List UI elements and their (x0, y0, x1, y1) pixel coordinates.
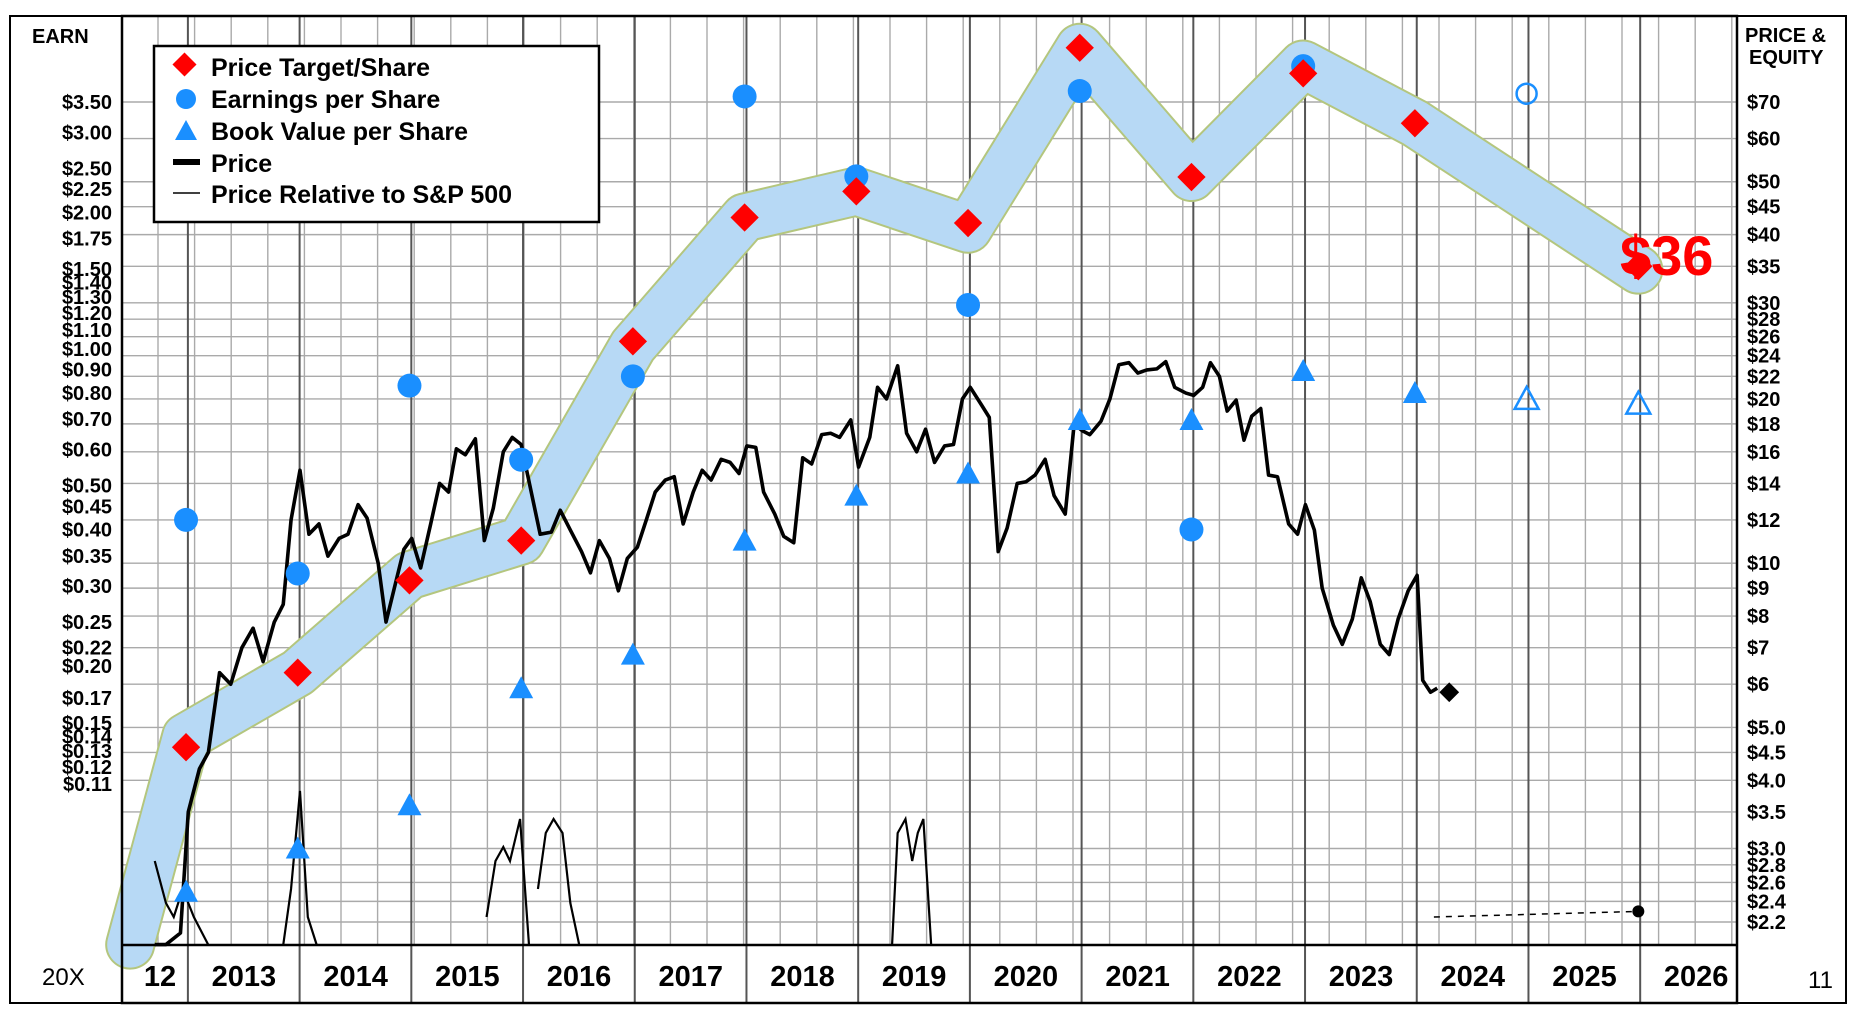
legend-label-book-value: Book Value per Share (211, 118, 468, 146)
year-label: 2016 (547, 961, 612, 993)
earn-tick-label: $0.20 (62, 656, 112, 678)
price-tick-label: $60 (1747, 129, 1780, 151)
price-tick-label: $2.2 (1747, 912, 1786, 934)
price-tick-label: $2.4 (1747, 891, 1787, 913)
price-tick-label: $24 (1747, 346, 1781, 368)
earn-tick-label: $0.90 (62, 360, 112, 382)
year-label: 2026 (1664, 961, 1729, 993)
earn-tick-label: $0.60 (62, 440, 112, 462)
price-tick-label: $70 (1747, 92, 1780, 114)
legend-label-eps: Earnings per Share (211, 86, 440, 114)
corner-label-right: 11 (1808, 967, 1833, 994)
year-label: 12 (144, 961, 176, 993)
eps-marker (509, 448, 533, 472)
price-tick-label: $45 (1747, 197, 1780, 219)
legend-label-target: Price Target/Share (211, 54, 430, 82)
earn-tick-label: $0.11 (63, 774, 112, 796)
eps-marker (733, 84, 757, 108)
chart-root: $3.50 $3.00 $2.50 $2.25 $2.00 $1.75 $1.50 $1.40… (0, 0, 1856, 1012)
price-tick-label: $18 (1747, 414, 1780, 436)
price-tick-label: $12 (1747, 510, 1780, 532)
earn-tick-label: $0.45 (62, 496, 112, 518)
earn-tick-label: $0.17 (62, 688, 112, 710)
earn-tick-label: $3.50 (62, 92, 112, 114)
earn-tick-label: $0.80 (62, 383, 112, 405)
year-label: 2023 (1329, 961, 1394, 993)
right-axis-title-line2: EQUITY (1749, 47, 1824, 69)
earn-tick-label: $0.40 (62, 520, 112, 542)
eps-marker (956, 293, 980, 317)
left-axis-title: EARN (32, 26, 89, 48)
year-label: 2014 (323, 961, 388, 993)
legend-label-price: Price (211, 150, 272, 178)
target-price-label: $36 (1620, 224, 1713, 287)
earn-tick-label: $1.75 (62, 229, 112, 251)
earn-tick-label: $0.30 (62, 576, 112, 598)
price-tick-label: $6 (1747, 674, 1769, 696)
year-label: 2024 (1440, 961, 1505, 993)
eps-marker (397, 374, 421, 398)
eps-marker (1179, 518, 1203, 542)
year-label: 2015 (435, 961, 500, 993)
eps-marker (174, 508, 198, 532)
price-tick-label: $9 (1747, 578, 1769, 600)
earn-tick-label: $0.35 (62, 546, 112, 568)
price-tick-label: $16 (1747, 442, 1780, 464)
price-tick-label: $50 (1747, 172, 1780, 194)
earn-tick-label: $3.00 (62, 122, 112, 144)
legend: Price Target/Share Earnings per Share Bo… (154, 46, 599, 222)
year-label: 2022 (1217, 961, 1282, 993)
price-tick-label: $8 (1747, 606, 1769, 628)
year-label: 2020 (994, 961, 1059, 993)
year-label: 2017 (658, 961, 723, 993)
eps-marker (1068, 79, 1092, 103)
price-tick-label: $7 (1747, 638, 1769, 660)
price-tick-label: $22 (1747, 366, 1780, 388)
eps-marker (621, 364, 645, 388)
price-tick-label: $35 (1747, 256, 1780, 278)
earn-tick-label: $1.00 (62, 339, 112, 361)
legend-circle-icon (176, 89, 196, 109)
earn-tick-label: $2.00 (62, 202, 112, 224)
price-tick-label: $5.0 (1747, 717, 1786, 739)
price-tick-label: $14 (1747, 473, 1781, 495)
price-tick-label: $4.5 (1747, 742, 1786, 764)
corner-label-left: 20X (42, 964, 85, 991)
eps-marker (286, 562, 310, 586)
price-tick-label: $4.0 (1747, 770, 1786, 792)
price-tick-label: $40 (1747, 225, 1780, 247)
price-tick-label: $3.5 (1747, 802, 1786, 824)
value-line-chart: $3.50$3.00$2.50$2.25$2.00$1.75$1.50$1.40… (0, 0, 1856, 1012)
right-axis-title-line1: PRICE & (1745, 25, 1826, 47)
earn-tick-label: $0.70 (62, 409, 112, 431)
year-label: 2021 (1105, 961, 1170, 993)
price-tick-label: $10 (1747, 553, 1780, 575)
year-label: 2025 (1552, 961, 1617, 993)
legend-label-relative: Price Relative to S&P 500 (211, 181, 512, 209)
year-label: 2019 (882, 961, 947, 993)
earn-tick-label: $0.50 (62, 476, 112, 498)
relative-end-point (1632, 905, 1644, 917)
earn-tick-label: $2.50 (62, 158, 112, 180)
earn-tick-label: $0.25 (62, 612, 112, 634)
year-label: 2018 (770, 961, 835, 993)
year-label: 2013 (212, 961, 277, 993)
price-tick-label: $20 (1747, 389, 1780, 411)
earn-tick-label: $2.25 (62, 179, 112, 201)
